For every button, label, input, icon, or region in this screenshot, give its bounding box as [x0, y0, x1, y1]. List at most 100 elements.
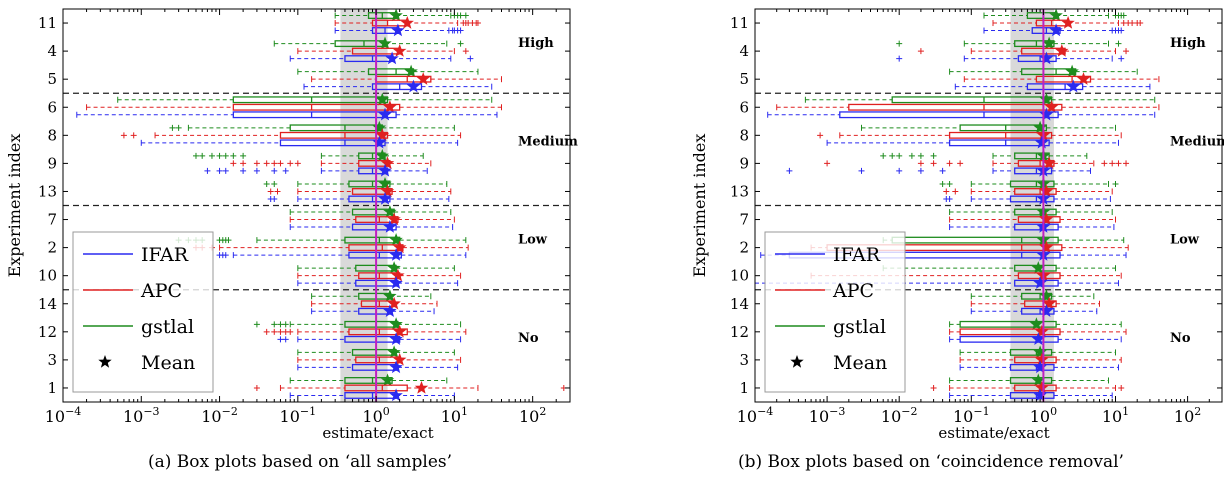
box-apc: [279, 131, 389, 139]
outlier: [253, 384, 260, 391]
outlier: [1115, 40, 1122, 47]
mean-star: [1033, 360, 1047, 374]
outlier: [277, 160, 284, 167]
outlier: [896, 167, 903, 174]
legend-label-mean: Mean: [833, 352, 887, 374]
box-ifar: [1026, 83, 1084, 91]
outlier: [169, 124, 176, 131]
y-tick-label: 2: [47, 239, 57, 257]
outlier: [192, 152, 199, 159]
outlier: [1118, 384, 1125, 391]
outlier: [277, 328, 284, 335]
mean-star: [1065, 64, 1079, 78]
outlier: [457, 12, 464, 19]
mean-star: [1039, 304, 1054, 317]
mean-star: [1039, 212, 1054, 226]
y-tick-label: 11: [38, 14, 57, 32]
outlier: [240, 160, 247, 167]
mean-star: [414, 380, 429, 394]
outlier: [204, 167, 211, 174]
box-gstlal: [959, 320, 1057, 328]
y-tick-label: 12: [730, 323, 749, 341]
box-gstlal: [348, 180, 391, 188]
mean-star: [1044, 100, 1059, 113]
outlier: [1115, 160, 1122, 167]
x-tick-label: 102: [1174, 405, 1201, 426]
mean-star: [389, 360, 403, 374]
outlier: [457, 27, 464, 34]
outlier: [952, 188, 959, 195]
mean-star: [1033, 276, 1047, 289]
box-ifar: [351, 223, 397, 231]
legend-label-apc: APC: [832, 280, 874, 302]
box-ifar: [1009, 363, 1055, 371]
outlier: [208, 152, 215, 159]
mean-star: [385, 51, 399, 65]
legend: IFAR APC gstlal Mean: [72, 231, 214, 393]
outlier: [908, 152, 915, 159]
caption-b: (b) Box plots based on ‘coincidence remo…: [738, 452, 1124, 472]
y-tick-label: 2: [739, 239, 749, 257]
mean-star: [372, 120, 387, 134]
outlier: [222, 152, 229, 159]
mean-star: [1039, 92, 1054, 106]
outlier: [462, 48, 469, 55]
mean-star: [389, 317, 403, 330]
mean-star: [1049, 8, 1063, 22]
box-gstlal: [1009, 377, 1053, 384]
outlier: [858, 167, 865, 174]
outlier: [175, 124, 182, 131]
outlier: [253, 321, 260, 328]
outlier: [271, 160, 278, 167]
x-tick-label: 10−4: [737, 405, 774, 426]
mean-star: [380, 156, 395, 170]
box-ifar: [1014, 279, 1059, 287]
group-label-high: High: [518, 36, 554, 51]
box-apc: [948, 131, 1053, 139]
outlier: [1118, 55, 1125, 62]
y-tick-label: 8: [47, 126, 57, 144]
outlier: [889, 152, 896, 159]
outlier: [282, 321, 289, 328]
mean-star: [389, 388, 403, 402]
mean-star: [378, 163, 392, 177]
mean-star: [1055, 44, 1069, 57]
y-tick-label: 5: [739, 70, 749, 88]
group-label-no: No: [518, 331, 539, 346]
legend-box: [72, 231, 214, 393]
mean-star: [1039, 184, 1054, 198]
outlier: [946, 195, 953, 202]
plot-frame: [754, 8, 1223, 403]
mean-star: [1039, 51, 1054, 65]
box-ifar: [839, 111, 1059, 119]
outlier: [457, 40, 464, 47]
mean-star: [392, 44, 407, 57]
outlier: [271, 321, 278, 328]
outlier: [880, 152, 887, 159]
mean-star: [383, 204, 397, 218]
mean-star: [378, 36, 392, 50]
outlier: [282, 336, 289, 343]
box-apc: [1014, 188, 1057, 195]
mean-star: [389, 332, 403, 345]
y-axis-label: Experiment index: [5, 134, 24, 278]
legend-label-gstlal: gstlal: [141, 316, 194, 338]
outlier: [946, 160, 953, 167]
chart-a: High Medium Low No 11 4 5 6 8 9 13 7 2 10 14 12 3 1 10−4 10…: [5, 8, 578, 442]
outlier: [274, 188, 281, 195]
legend-label-gstlal: gstlal: [833, 316, 886, 338]
x-tick-label: 10−3: [809, 405, 846, 426]
box-ifar: [948, 139, 1050, 147]
y-tick-label: 6: [739, 98, 749, 116]
outlier: [271, 167, 278, 174]
mean-star: [378, 107, 392, 121]
y-tick-label: 12: [38, 323, 57, 341]
mean-star: [391, 23, 405, 37]
mean-star: [378, 176, 392, 190]
y-tick-label: 7: [739, 211, 749, 229]
mean-star: [1042, 156, 1056, 170]
outlier: [786, 167, 793, 174]
plot-frame: [62, 8, 571, 403]
box-ifar: [1009, 392, 1055, 399]
